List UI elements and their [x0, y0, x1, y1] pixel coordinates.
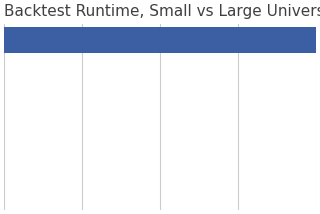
- Bar: [4, 27, 316, 53]
- Text: Backtest Runtime, Small vs Large Universe: Backtest Runtime, Small vs Large Univers…: [4, 4, 320, 19]
